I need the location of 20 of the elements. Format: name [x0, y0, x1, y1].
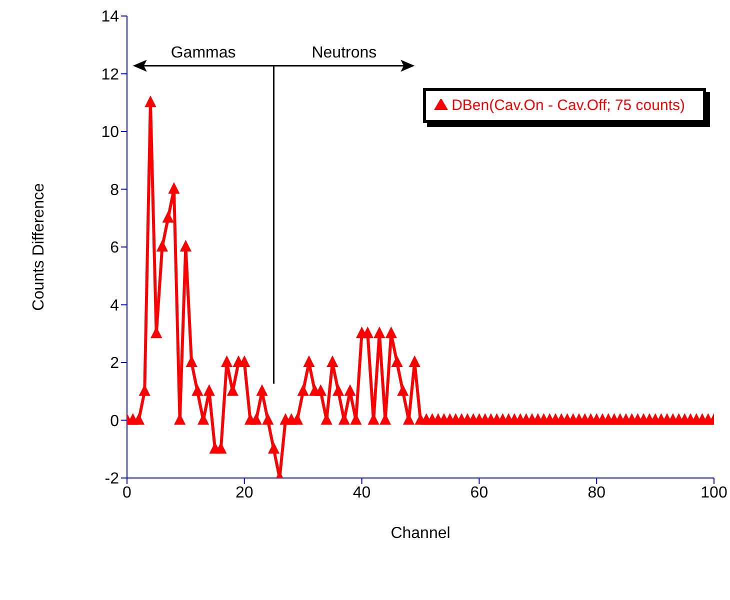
y-axis-title: Counts Difference — [30, 183, 48, 311]
y-tick-label: 2 — [110, 355, 120, 372]
y-tick-label: 10 — [101, 124, 120, 142]
y-tick-label: 4 — [110, 297, 120, 314]
x-tick-label: 40 — [352, 484, 371, 502]
annotation: Gammas — [170, 44, 236, 62]
x-tick-label: 0 — [122, 484, 132, 502]
y-tick-label: 8 — [110, 182, 120, 199]
x-axis-title: Channel — [390, 525, 450, 542]
x-tick-label: 80 — [588, 484, 606, 502]
x-tick-label: 60 — [470, 484, 488, 502]
y-tick-label: 14 — [101, 8, 120, 26]
y-tick-label: 12 — [101, 66, 120, 84]
annotation: Neutrons — [312, 44, 377, 62]
legend-label: DBen(Cav.On - Cav.Off; 75 counts) — [452, 96, 685, 114]
y-tick-label: -2 — [104, 470, 120, 488]
x-tick-label: 20 — [236, 484, 254, 502]
x-tick-label: 100 — [700, 484, 728, 502]
y-tick-label: 0 — [110, 412, 120, 430]
y-tick-label: 6 — [110, 240, 120, 257]
